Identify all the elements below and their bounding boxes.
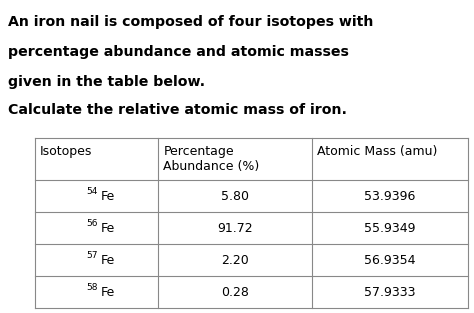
- Text: An iron nail is composed of four isotopes with: An iron nail is composed of four isotope…: [8, 15, 374, 29]
- Text: 55.9349: 55.9349: [365, 222, 416, 234]
- Text: 58: 58: [87, 283, 98, 291]
- Text: 56.9354: 56.9354: [365, 254, 416, 266]
- Text: Atomic Mass (amu): Atomic Mass (amu): [317, 145, 438, 158]
- Text: 53.9396: 53.9396: [365, 189, 416, 203]
- Text: 54: 54: [87, 187, 98, 196]
- Text: 57: 57: [87, 250, 98, 259]
- Text: 91.72: 91.72: [218, 222, 253, 234]
- Text: 5.80: 5.80: [221, 189, 249, 203]
- Text: 2.20: 2.20: [221, 254, 249, 266]
- Text: 0.28: 0.28: [221, 285, 249, 299]
- Text: percentage abundance and atomic masses: percentage abundance and atomic masses: [8, 45, 349, 59]
- Text: Abundance (%): Abundance (%): [164, 160, 260, 173]
- Text: Fe: Fe: [100, 189, 115, 203]
- Text: Percentage: Percentage: [164, 145, 234, 158]
- Text: Fe: Fe: [100, 285, 115, 299]
- Text: Calculate the relative atomic mass of iron.: Calculate the relative atomic mass of ir…: [8, 103, 347, 117]
- Text: Fe: Fe: [100, 222, 115, 234]
- Text: 56: 56: [87, 218, 98, 228]
- Text: Isotopes: Isotopes: [40, 145, 92, 158]
- Text: Fe: Fe: [100, 254, 115, 266]
- Text: given in the table below.: given in the table below.: [8, 75, 205, 89]
- Text: 57.9333: 57.9333: [365, 285, 416, 299]
